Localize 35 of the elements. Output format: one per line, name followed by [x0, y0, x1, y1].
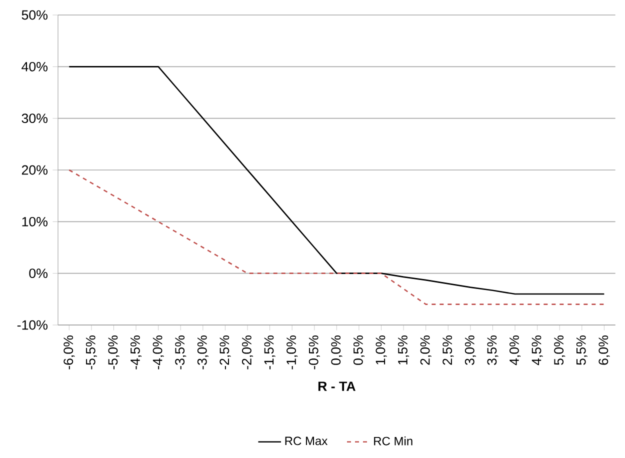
x-tick-label: 3,5%: [487, 336, 498, 365]
y-tick-label: 20%: [22, 165, 48, 175]
x-axis-title: R - TA: [318, 382, 356, 391]
x-tick-label: 2,0%: [420, 336, 432, 365]
x-tick-label: -1,0%: [286, 336, 298, 370]
x-tick-label: -1,5%: [264, 336, 276, 370]
x-tick-label: 5,0%: [554, 336, 566, 365]
x-tick-label: 2,5%: [442, 336, 454, 365]
y-tick-label: 10%: [22, 216, 48, 226]
y-tick-label: -10%: [17, 320, 48, 330]
x-tick-label: 0,5%: [353, 336, 364, 365]
legend-label: RC Min: [374, 436, 412, 446]
x-tick-label: -0,5%: [308, 336, 320, 370]
x-tick-label: 5,5%: [576, 336, 588, 365]
x-tick-label: 1,0%: [376, 336, 387, 364]
y-tick-label: 0%: [29, 268, 48, 278]
x-tick-label: 0,0%: [331, 336, 342, 365]
y-tick-label: 40%: [22, 62, 48, 72]
x-tick-label: -2,5%: [220, 336, 231, 370]
x-tick-label: 1,5%: [398, 336, 410, 364]
y-tick-label: 30%: [22, 114, 48, 124]
x-tick-label: 4,5%: [532, 336, 543, 366]
x-tick-label: -2,0%: [242, 336, 254, 370]
x-tick-label: -5,0%: [108, 336, 120, 370]
x-tick-label: -3,5%: [175, 336, 186, 370]
x-tick-label: -4,5%: [130, 336, 142, 370]
x-tick-label: -5,5%: [86, 336, 97, 370]
x-tick-label: -4,0%: [152, 336, 164, 370]
x-tick-label: -6,0%: [64, 336, 75, 370]
legend-label: RC Max: [285, 436, 328, 446]
x-tick-label: 3,0%: [464, 336, 476, 365]
y-tick-label: 50%: [22, 10, 48, 20]
x-tick-label: 6,0%: [598, 336, 610, 365]
x-tick-label: 4,0%: [510, 336, 521, 366]
x-tick-label: -3,0%: [197, 336, 208, 370]
